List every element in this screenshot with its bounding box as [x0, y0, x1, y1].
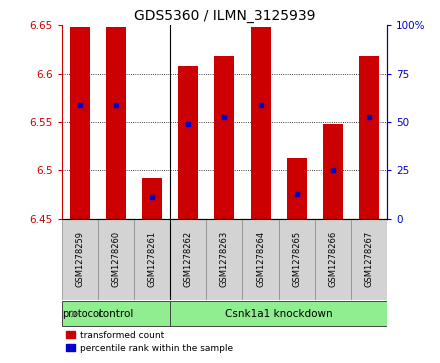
- Text: GSM1278266: GSM1278266: [328, 231, 337, 287]
- Bar: [70, 27, 90, 219]
- Text: GSM1278265: GSM1278265: [292, 231, 301, 287]
- Text: GSM1278262: GSM1278262: [184, 231, 193, 287]
- Bar: [287, 158, 307, 219]
- Title: GDS5360 / ILMN_3125939: GDS5360 / ILMN_3125939: [134, 9, 315, 23]
- Bar: [62, 301, 170, 326]
- Bar: [106, 27, 126, 219]
- Bar: [170, 219, 206, 300]
- Bar: [206, 219, 242, 300]
- Text: GSM1278261: GSM1278261: [147, 231, 157, 287]
- Bar: [242, 219, 279, 300]
- Bar: [315, 219, 351, 300]
- Bar: [359, 56, 379, 219]
- Bar: [98, 219, 134, 300]
- Text: GSM1278263: GSM1278263: [220, 231, 229, 287]
- Text: GSM1278267: GSM1278267: [365, 231, 374, 287]
- Bar: [142, 178, 162, 219]
- Bar: [62, 219, 98, 300]
- Bar: [323, 124, 343, 219]
- Text: protocol: protocol: [62, 309, 102, 319]
- Bar: [251, 27, 271, 219]
- Text: Csnk1a1 knockdown: Csnk1a1 knockdown: [225, 309, 333, 319]
- Bar: [134, 219, 170, 300]
- Bar: [214, 56, 235, 219]
- Text: control: control: [98, 309, 134, 319]
- Bar: [279, 219, 315, 300]
- Legend: transformed count, percentile rank within the sample: transformed count, percentile rank withi…: [66, 330, 233, 353]
- Bar: [351, 219, 387, 300]
- Text: GSM1278259: GSM1278259: [75, 231, 84, 287]
- Text: GSM1278264: GSM1278264: [256, 231, 265, 287]
- Bar: [178, 66, 198, 219]
- Text: GSM1278260: GSM1278260: [111, 231, 121, 287]
- Bar: [170, 301, 387, 326]
